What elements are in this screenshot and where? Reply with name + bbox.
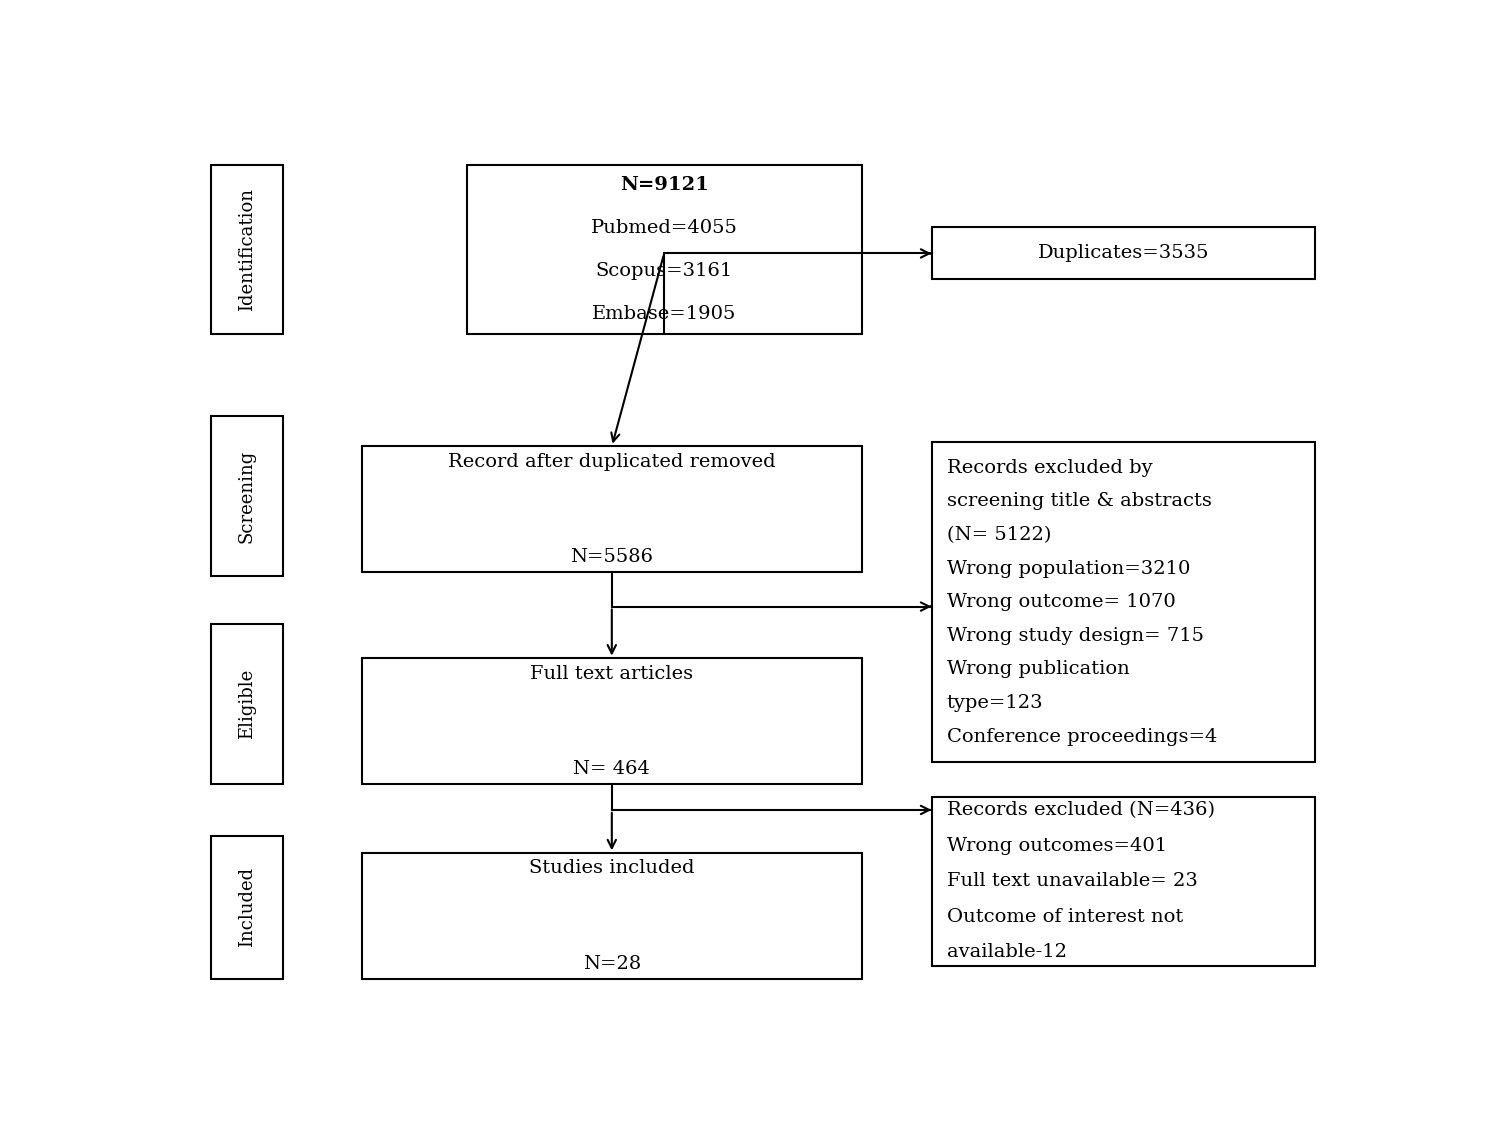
Bar [210, 836, 284, 979]
Text: Wrong outcome= 1070: Wrong outcome= 1070 [946, 593, 1176, 611]
Text: Records excluded by: Records excluded by [946, 459, 1152, 477]
Bar [210, 165, 284, 334]
Text: type=123: type=123 [946, 695, 1044, 713]
Text: N=28: N=28 [582, 954, 640, 972]
Text: Record after duplicated removed: Record after duplicated removed [448, 453, 776, 471]
Text: Eligible: Eligible [238, 669, 256, 740]
Bar [932, 797, 1316, 966]
Text: Duplicates=3535: Duplicates=3535 [1038, 244, 1209, 262]
Bar [210, 624, 284, 785]
Text: screening title & abstracts: screening title & abstracts [946, 492, 1212, 510]
Text: Included: Included [238, 868, 256, 948]
Text: Full text articles: Full text articles [531, 664, 693, 682]
Bar [932, 227, 1316, 280]
Bar [210, 416, 284, 577]
Text: Pubmed=4055: Pubmed=4055 [591, 219, 738, 237]
Text: Wrong outcomes=401: Wrong outcomes=401 [946, 837, 1167, 855]
Text: Wrong study design= 715: Wrong study design= 715 [946, 627, 1204, 645]
Bar [362, 446, 861, 572]
Text: Embase=1905: Embase=1905 [592, 305, 736, 323]
Bar [466, 165, 861, 334]
Text: Wrong population=3210: Wrong population=3210 [946, 560, 1190, 578]
Text: (N= 5122): (N= 5122) [946, 526, 1052, 544]
Bar [362, 659, 861, 785]
Text: Scopus=3161: Scopus=3161 [596, 262, 732, 280]
Bar [932, 442, 1316, 762]
Bar [362, 853, 861, 979]
Text: N=9121: N=9121 [620, 176, 708, 194]
Text: Outcome of interest not: Outcome of interest not [946, 908, 1184, 926]
Text: Studies included: Studies included [530, 859, 694, 878]
Text: Wrong publication: Wrong publication [946, 661, 1130, 679]
Text: N= 464: N= 464 [573, 760, 651, 778]
Text: Full text unavailable= 23: Full text unavailable= 23 [946, 872, 1197, 890]
Text: Identification: Identification [238, 188, 256, 311]
Text: Conference proceedings=4: Conference proceedings=4 [946, 727, 1216, 745]
Text: available-12: available-12 [946, 943, 1066, 961]
Text: N=5586: N=5586 [570, 547, 654, 565]
Text: Screening: Screening [238, 450, 256, 543]
Text: Records excluded (N=436): Records excluded (N=436) [946, 801, 1215, 819]
